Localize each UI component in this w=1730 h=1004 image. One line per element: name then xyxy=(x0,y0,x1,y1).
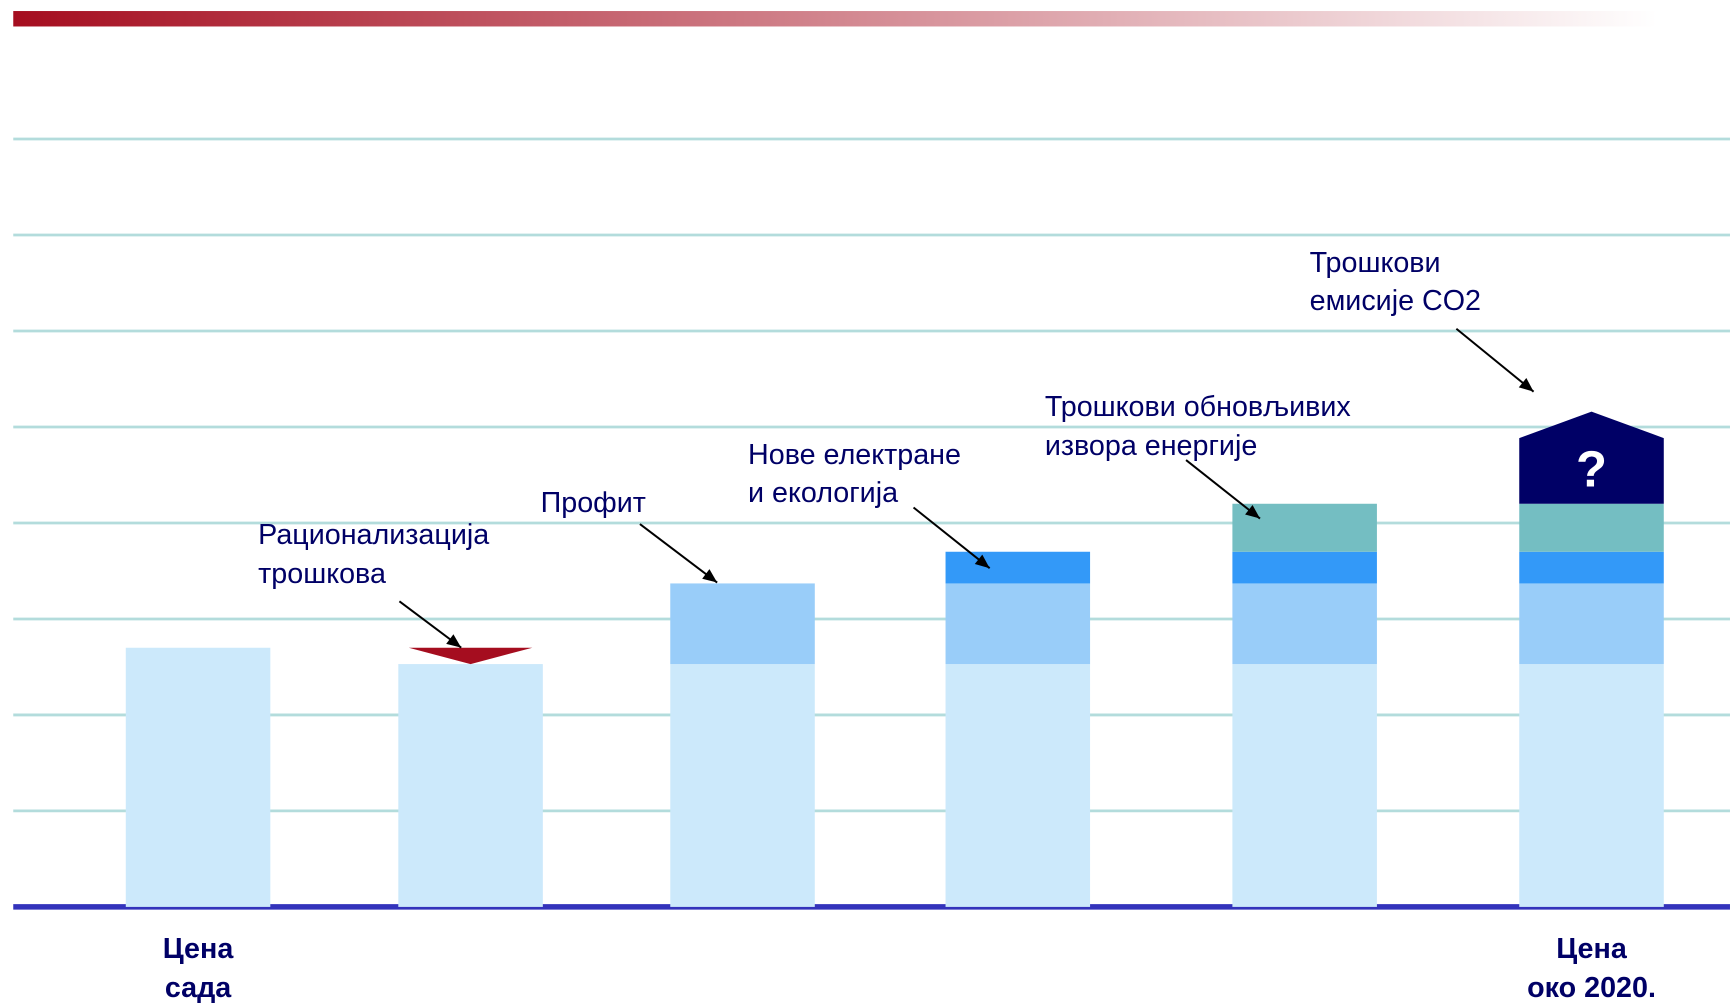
bar-segment xyxy=(1519,664,1664,907)
bar-segment xyxy=(398,664,543,907)
x-tick-label: Цена око 2020. xyxy=(1527,933,1656,1004)
arrow-head xyxy=(446,634,462,648)
annotation-arrow xyxy=(912,506,991,569)
arrow-head xyxy=(1518,378,1534,392)
annotation: Профит xyxy=(540,487,646,520)
header-bar xyxy=(13,11,1658,27)
bar-segment xyxy=(125,647,271,907)
bar-segment xyxy=(1519,503,1664,552)
bar-segment xyxy=(670,664,815,907)
bar-segment xyxy=(670,583,815,665)
bar-segment xyxy=(945,583,1091,665)
annotation-arrow xyxy=(639,523,718,584)
bar-segment xyxy=(1232,583,1377,665)
arrow-head xyxy=(702,569,718,583)
bar-segment xyxy=(1232,664,1377,907)
arrow-head xyxy=(974,554,990,569)
bar-segment xyxy=(945,551,1091,584)
bar-segment xyxy=(1232,551,1377,584)
annotation: Нове електране и екологија xyxy=(748,438,961,510)
annotation-arrow xyxy=(1455,328,1535,393)
annotation: Трошкови обновљивих извора енергије xyxy=(1044,391,1351,462)
x-tick-label: Цена сада xyxy=(162,933,234,1004)
arrow-head xyxy=(1245,505,1260,519)
annotation: Рационализација трошкова xyxy=(258,519,490,590)
bar-segment xyxy=(1232,503,1377,552)
bar-segment xyxy=(1519,551,1664,584)
mark-label: ? xyxy=(1576,441,1607,498)
annotation-arrow xyxy=(1185,459,1261,520)
bar-segment xyxy=(1519,583,1664,665)
bar-segment xyxy=(1519,411,1664,504)
bar-segment xyxy=(945,664,1091,907)
annotation: Трошкови емисије CO2 xyxy=(1309,246,1481,318)
reduction-mark xyxy=(408,647,533,665)
